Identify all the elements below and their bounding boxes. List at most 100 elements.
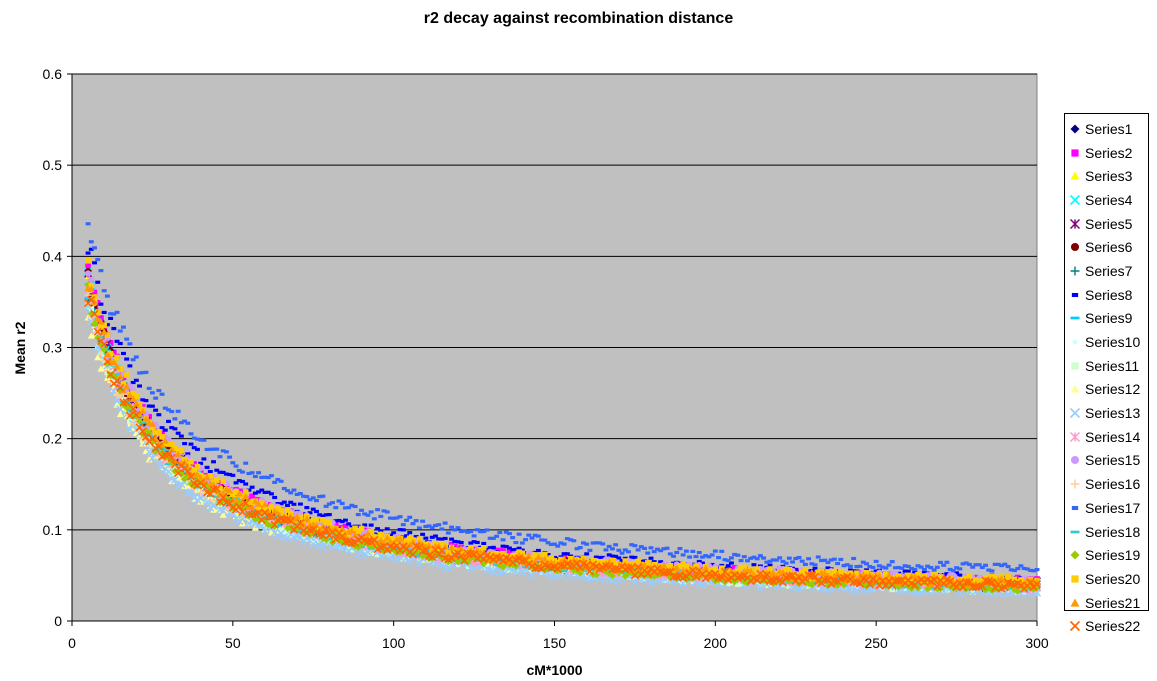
data-point [767, 559, 773, 563]
data-point [314, 499, 319, 503]
data-point [539, 538, 545, 542]
data-point [510, 548, 516, 552]
data-point [696, 559, 702, 564]
data-point [757, 554, 763, 558]
data-point [885, 585, 893, 588]
data-point [931, 568, 937, 572]
data-point [339, 501, 345, 506]
data-point [449, 525, 455, 529]
data-point [185, 421, 191, 425]
data-point [333, 519, 339, 523]
data-point [91, 289, 98, 296]
data-point [314, 509, 319, 514]
data-point [156, 388, 162, 393]
data-point [107, 340, 114, 346]
data-point [346, 506, 352, 510]
data-point [674, 550, 680, 555]
data-point [188, 442, 194, 446]
data-point [233, 481, 239, 485]
data-point [600, 555, 606, 560]
data-point [293, 521, 301, 525]
data-point [835, 561, 841, 566]
data-point [272, 495, 278, 500]
data-point [944, 560, 950, 564]
data-point [143, 370, 149, 374]
data-point [278, 502, 284, 506]
data-point [870, 565, 876, 570]
data-point [400, 535, 407, 541]
data-point [767, 563, 773, 567]
data-point [680, 579, 686, 585]
data-point [529, 536, 535, 540]
data-point [989, 569, 995, 573]
data-point [103, 349, 111, 352]
data-point [741, 555, 747, 559]
data-point [94, 354, 102, 361]
data-point [696, 550, 702, 555]
data-point [137, 371, 142, 375]
data-point [1034, 568, 1040, 572]
data-point [716, 565, 721, 569]
data-point [166, 419, 171, 423]
data-point [698, 580, 707, 589]
data-point [593, 555, 599, 559]
data-point [619, 551, 625, 555]
data-point [976, 563, 982, 567]
data-point [886, 563, 892, 567]
data-point [111, 349, 117, 356]
data-point [85, 251, 91, 255]
data-point [185, 452, 191, 456]
data-point [468, 541, 474, 545]
data-point [619, 559, 625, 563]
data-point [146, 386, 152, 390]
data-point [260, 527, 270, 536]
data-point [130, 380, 136, 385]
data-point [780, 559, 786, 563]
data-point [442, 521, 448, 525]
data-point [317, 513, 323, 517]
data-point [873, 569, 879, 573]
data-point [120, 374, 127, 381]
data-point [84, 302, 93, 311]
data-point [136, 417, 144, 425]
data-point [796, 555, 802, 560]
data-point [145, 447, 154, 456]
data-point [860, 560, 866, 564]
data-point [330, 501, 335, 505]
data-point [281, 486, 287, 491]
data-point [449, 537, 455, 541]
data-point [255, 513, 263, 516]
data-point [471, 534, 477, 538]
data-point [249, 471, 255, 475]
data-point [426, 524, 432, 528]
data-point [458, 540, 464, 545]
data-point [397, 515, 403, 519]
data-point [680, 553, 686, 557]
data-point [1018, 564, 1024, 568]
data-point [716, 556, 721, 560]
data-point [834, 577, 842, 581]
data-point [320, 514, 326, 518]
data-point [735, 581, 741, 587]
data-point [265, 475, 271, 480]
data-point [268, 492, 274, 496]
data-point [793, 556, 799, 561]
data-point [159, 426, 165, 430]
data-point [297, 502, 303, 506]
data-point [880, 565, 886, 569]
data-point [256, 490, 262, 494]
data-point [359, 508, 364, 512]
data-point [204, 465, 210, 469]
data-point [272, 480, 278, 484]
data-point [646, 578, 656, 588]
data-point [326, 513, 332, 517]
data-point [349, 525, 355, 529]
data-point [954, 571, 960, 575]
data-point [632, 555, 638, 560]
data-point [1002, 562, 1008, 566]
data-point [629, 543, 635, 547]
data-point [172, 427, 178, 431]
data-point [297, 491, 303, 496]
data-point [88, 240, 94, 244]
data-point [124, 337, 130, 341]
